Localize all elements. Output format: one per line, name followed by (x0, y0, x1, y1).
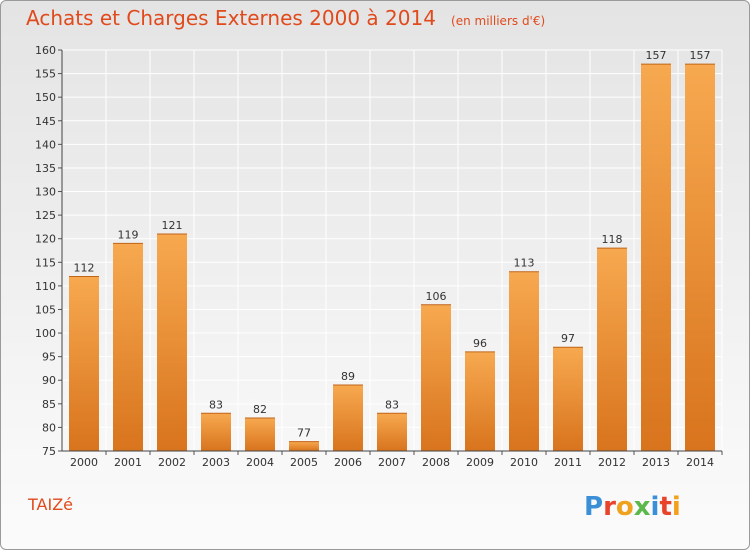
bar-2002 (157, 233, 187, 451)
y-tick-label: 100 (35, 327, 56, 340)
y-tick-label: 130 (35, 186, 56, 199)
data-label: 96 (473, 337, 487, 350)
bar-2011 (553, 347, 583, 451)
bar-2003 (201, 413, 231, 451)
bar-2005 (289, 441, 319, 451)
y-tick-label: 105 (35, 303, 56, 316)
x-tick-label: 2007 (378, 456, 406, 469)
x-tick-label: 2006 (334, 456, 362, 469)
data-label: 82 (253, 403, 267, 416)
y-tick-label: 120 (35, 233, 56, 246)
bars (69, 63, 715, 451)
x-tick-label: 2011 (554, 456, 582, 469)
bar-2012 (597, 248, 627, 451)
data-label: 89 (341, 370, 355, 383)
x-tick-label: 2010 (510, 456, 538, 469)
x-tick-label: 2002 (158, 456, 186, 469)
data-label: 118 (602, 233, 623, 246)
data-label: 77 (297, 427, 311, 440)
x-tick-label: 2013 (642, 456, 670, 469)
bar-2009 (465, 351, 495, 451)
y-tick-label: 85 (42, 398, 56, 411)
chart-title: Achats et Charges Externes 2000 à 2014 (… (26, 6, 545, 30)
y-tick-label: 155 (35, 68, 56, 81)
x-tick-label: 2000 (70, 456, 98, 469)
x-tick-label: 2005 (290, 456, 318, 469)
data-label: 119 (118, 228, 139, 241)
data-label: 83 (209, 398, 223, 411)
proxiti-logo: Proxiti (584, 492, 681, 522)
data-labels: 112 119 121 83 82 77 89 83 106 96 113 97 118 157 157 (74, 49, 711, 439)
x-tick-label: 2003 (202, 456, 230, 469)
bar-2008 (421, 304, 451, 451)
y-tick-label: 160 (35, 44, 56, 57)
x-tick-label: 2008 (422, 456, 450, 469)
y-tick-label: 150 (35, 91, 56, 104)
bar-2010 (509, 271, 539, 451)
y-tick-label: 145 (35, 115, 56, 128)
data-label: 157 (646, 49, 667, 62)
y-tick-label: 135 (35, 162, 56, 175)
y-tick-label: 75 (42, 445, 56, 458)
chart-unit-note: (en milliers d'€) (451, 14, 546, 28)
bar-2000 (69, 276, 99, 451)
data-label: 83 (385, 398, 399, 411)
y-tick-label: 90 (42, 374, 56, 387)
bar-2006 (333, 384, 363, 451)
y-tick-label: 95 (42, 351, 56, 364)
y-tick-label: 110 (35, 280, 56, 293)
x-tick-label: 2009 (466, 456, 494, 469)
data-label: 112 (74, 261, 95, 274)
bar-2013 (641, 64, 671, 451)
data-label: 113 (514, 257, 535, 270)
y-tick-label: 115 (35, 256, 56, 269)
bar-2014 (685, 64, 715, 451)
bar-2001 (113, 243, 143, 451)
data-label: 97 (561, 332, 575, 345)
y-tick-label: 80 (42, 421, 56, 434)
x-tick-label: 2014 (686, 456, 714, 469)
y-tick-label: 125 (35, 209, 56, 222)
y-tick-label: 140 (35, 138, 56, 151)
x-tick-label: 2004 (246, 456, 274, 469)
chart-title-text: Achats et Charges Externes 2000 à 2014 (26, 6, 436, 30)
commune-name: TAIZé (28, 495, 73, 514)
bar-2007 (377, 413, 407, 451)
data-label: 157 (690, 49, 711, 62)
svg-text:Proxiti: Proxiti (584, 492, 681, 522)
data-label: 121 (162, 219, 183, 232)
axes: 75 80 85 90 95 100 105 110 115 120 125 130 135 140 145… (35, 44, 723, 469)
data-label: 106 (426, 290, 447, 303)
bar-2004 (245, 417, 275, 451)
x-tick-label: 2001 (114, 456, 142, 469)
x-tick-label: 2012 (598, 456, 626, 469)
